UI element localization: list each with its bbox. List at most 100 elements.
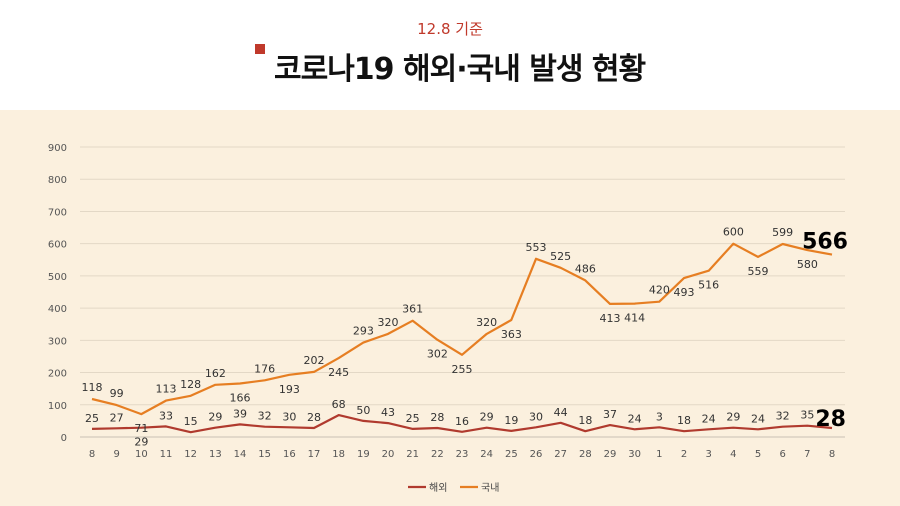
x-tick-label: 8 bbox=[829, 449, 835, 460]
chart-header: 12.8 기준 코로나19 해외·국내 발생 현황 bbox=[0, 0, 900, 110]
y-tick-label: 300 bbox=[48, 336, 67, 347]
data-label: 30 bbox=[282, 410, 296, 423]
x-tick-label: 11 bbox=[160, 449, 173, 460]
x-tick-label: 26 bbox=[530, 449, 543, 460]
data-label: 50 bbox=[356, 404, 370, 417]
data-label: 363 bbox=[501, 328, 522, 341]
x-tick-label: 5 bbox=[755, 449, 761, 460]
series-line-해외 bbox=[91, 414, 833, 434]
chart-title-row: 코로나19 해외·국내 발생 현황 bbox=[0, 44, 900, 88]
data-label: 35 bbox=[800, 409, 814, 422]
x-tick-label: 30 bbox=[628, 449, 641, 460]
data-label: 580 bbox=[797, 258, 818, 271]
legend-label: 해외 bbox=[429, 481, 447, 494]
data-label: 414 bbox=[624, 312, 645, 325]
x-tick-label: 24 bbox=[480, 449, 493, 460]
data-label: 553 bbox=[526, 241, 547, 254]
data-label: 29 bbox=[480, 411, 494, 424]
data-label: 37 bbox=[603, 408, 617, 421]
x-tick-label: 23 bbox=[456, 449, 469, 460]
x-tick-label: 8 bbox=[89, 449, 95, 460]
data-label: 30 bbox=[529, 410, 543, 423]
data-label: 44 bbox=[554, 406, 568, 419]
data-label: 193 bbox=[279, 383, 300, 396]
x-tick-label: 13 bbox=[209, 449, 222, 460]
title-marker bbox=[254, 44, 265, 54]
data-label: 320 bbox=[476, 316, 497, 329]
x-tick-label: 17 bbox=[308, 449, 321, 460]
data-label: 24 bbox=[751, 412, 765, 425]
data-label: 493 bbox=[674, 286, 695, 299]
data-label: 176 bbox=[254, 362, 275, 375]
y-tick-label: 0 bbox=[61, 433, 67, 444]
data-label: 24 bbox=[702, 412, 716, 425]
data-label: 559 bbox=[748, 265, 769, 278]
x-tick-label: 12 bbox=[184, 449, 197, 460]
data-label: 33 bbox=[159, 409, 173, 422]
x-tick-label: 18 bbox=[332, 449, 345, 460]
x-tick-label: 27 bbox=[554, 449, 567, 460]
x-tick-label: 7 bbox=[804, 449, 810, 460]
data-label: 29 bbox=[726, 411, 740, 424]
chart-subtitle: 12.8 기준 bbox=[417, 20, 483, 38]
data-label: 25 bbox=[406, 412, 420, 425]
data-label: 27 bbox=[110, 411, 124, 424]
data-label: 25 bbox=[85, 412, 99, 425]
data-label: 15 bbox=[184, 415, 198, 428]
series-line-국내 bbox=[91, 242, 833, 416]
data-label: 302 bbox=[427, 348, 448, 361]
data-label: 39 bbox=[233, 407, 247, 420]
data-label: 32 bbox=[776, 410, 790, 423]
data-label: 18 bbox=[677, 414, 691, 427]
x-tick-label: 20 bbox=[382, 449, 395, 460]
x-tick-label: 22 bbox=[431, 449, 444, 460]
data-label: 486 bbox=[575, 262, 596, 275]
data-label: 99 bbox=[110, 387, 124, 400]
x-tick-label: 19 bbox=[357, 449, 370, 460]
x-tick-label: 21 bbox=[406, 449, 419, 460]
data-label: 413 bbox=[600, 312, 621, 325]
data-label: 16 bbox=[455, 415, 469, 428]
legend-label: 국내 bbox=[481, 482, 499, 494]
y-tick-label: 100 bbox=[48, 401, 67, 412]
data-label: 28 bbox=[430, 411, 444, 424]
data-label: 28 bbox=[307, 411, 321, 424]
data-label: 320 bbox=[378, 316, 399, 329]
data-label: 3 bbox=[656, 410, 663, 423]
x-tick-label: 6 bbox=[779, 449, 785, 460]
data-label: 245 bbox=[328, 366, 349, 379]
data-label: 420 bbox=[649, 284, 670, 297]
y-tick-label: 700 bbox=[48, 207, 67, 218]
data-label: 166 bbox=[230, 392, 251, 405]
y-tick-label: 200 bbox=[48, 369, 67, 380]
y-tick-label: 500 bbox=[48, 272, 67, 283]
y-tick-label: 600 bbox=[48, 240, 67, 251]
data-label: 43 bbox=[381, 406, 395, 419]
data-label: 599 bbox=[772, 226, 793, 239]
end-label-domestic: 566 bbox=[802, 230, 848, 255]
x-tick-label: 28 bbox=[579, 449, 592, 460]
data-label: 525 bbox=[550, 250, 571, 263]
data-label: 202 bbox=[304, 354, 325, 367]
data-label: 29 bbox=[134, 436, 148, 449]
end-label-overseas: 28 bbox=[815, 407, 846, 432]
x-tick-label: 14 bbox=[234, 449, 247, 460]
data-label: 19 bbox=[504, 414, 518, 427]
data-label: 600 bbox=[723, 226, 744, 239]
x-tick-label: 3 bbox=[705, 449, 711, 460]
x-tick-label: 25 bbox=[505, 449, 518, 460]
data-label: 113 bbox=[156, 383, 177, 396]
data-label: 255 bbox=[452, 363, 473, 376]
y-tick-label: 400 bbox=[48, 304, 67, 315]
x-tick-label: 29 bbox=[604, 449, 617, 460]
x-tick-label: 15 bbox=[258, 449, 271, 460]
data-label: 293 bbox=[353, 325, 374, 338]
x-tick-label: 2 bbox=[681, 449, 687, 460]
x-tick-label: 16 bbox=[283, 449, 296, 460]
data-label: 68 bbox=[332, 398, 346, 411]
chart-title: 코로나19 해외·국내 발생 현황 bbox=[274, 52, 646, 87]
data-label: 18 bbox=[578, 414, 592, 427]
y-tick-label: 800 bbox=[48, 175, 67, 186]
data-label: 516 bbox=[698, 279, 719, 292]
